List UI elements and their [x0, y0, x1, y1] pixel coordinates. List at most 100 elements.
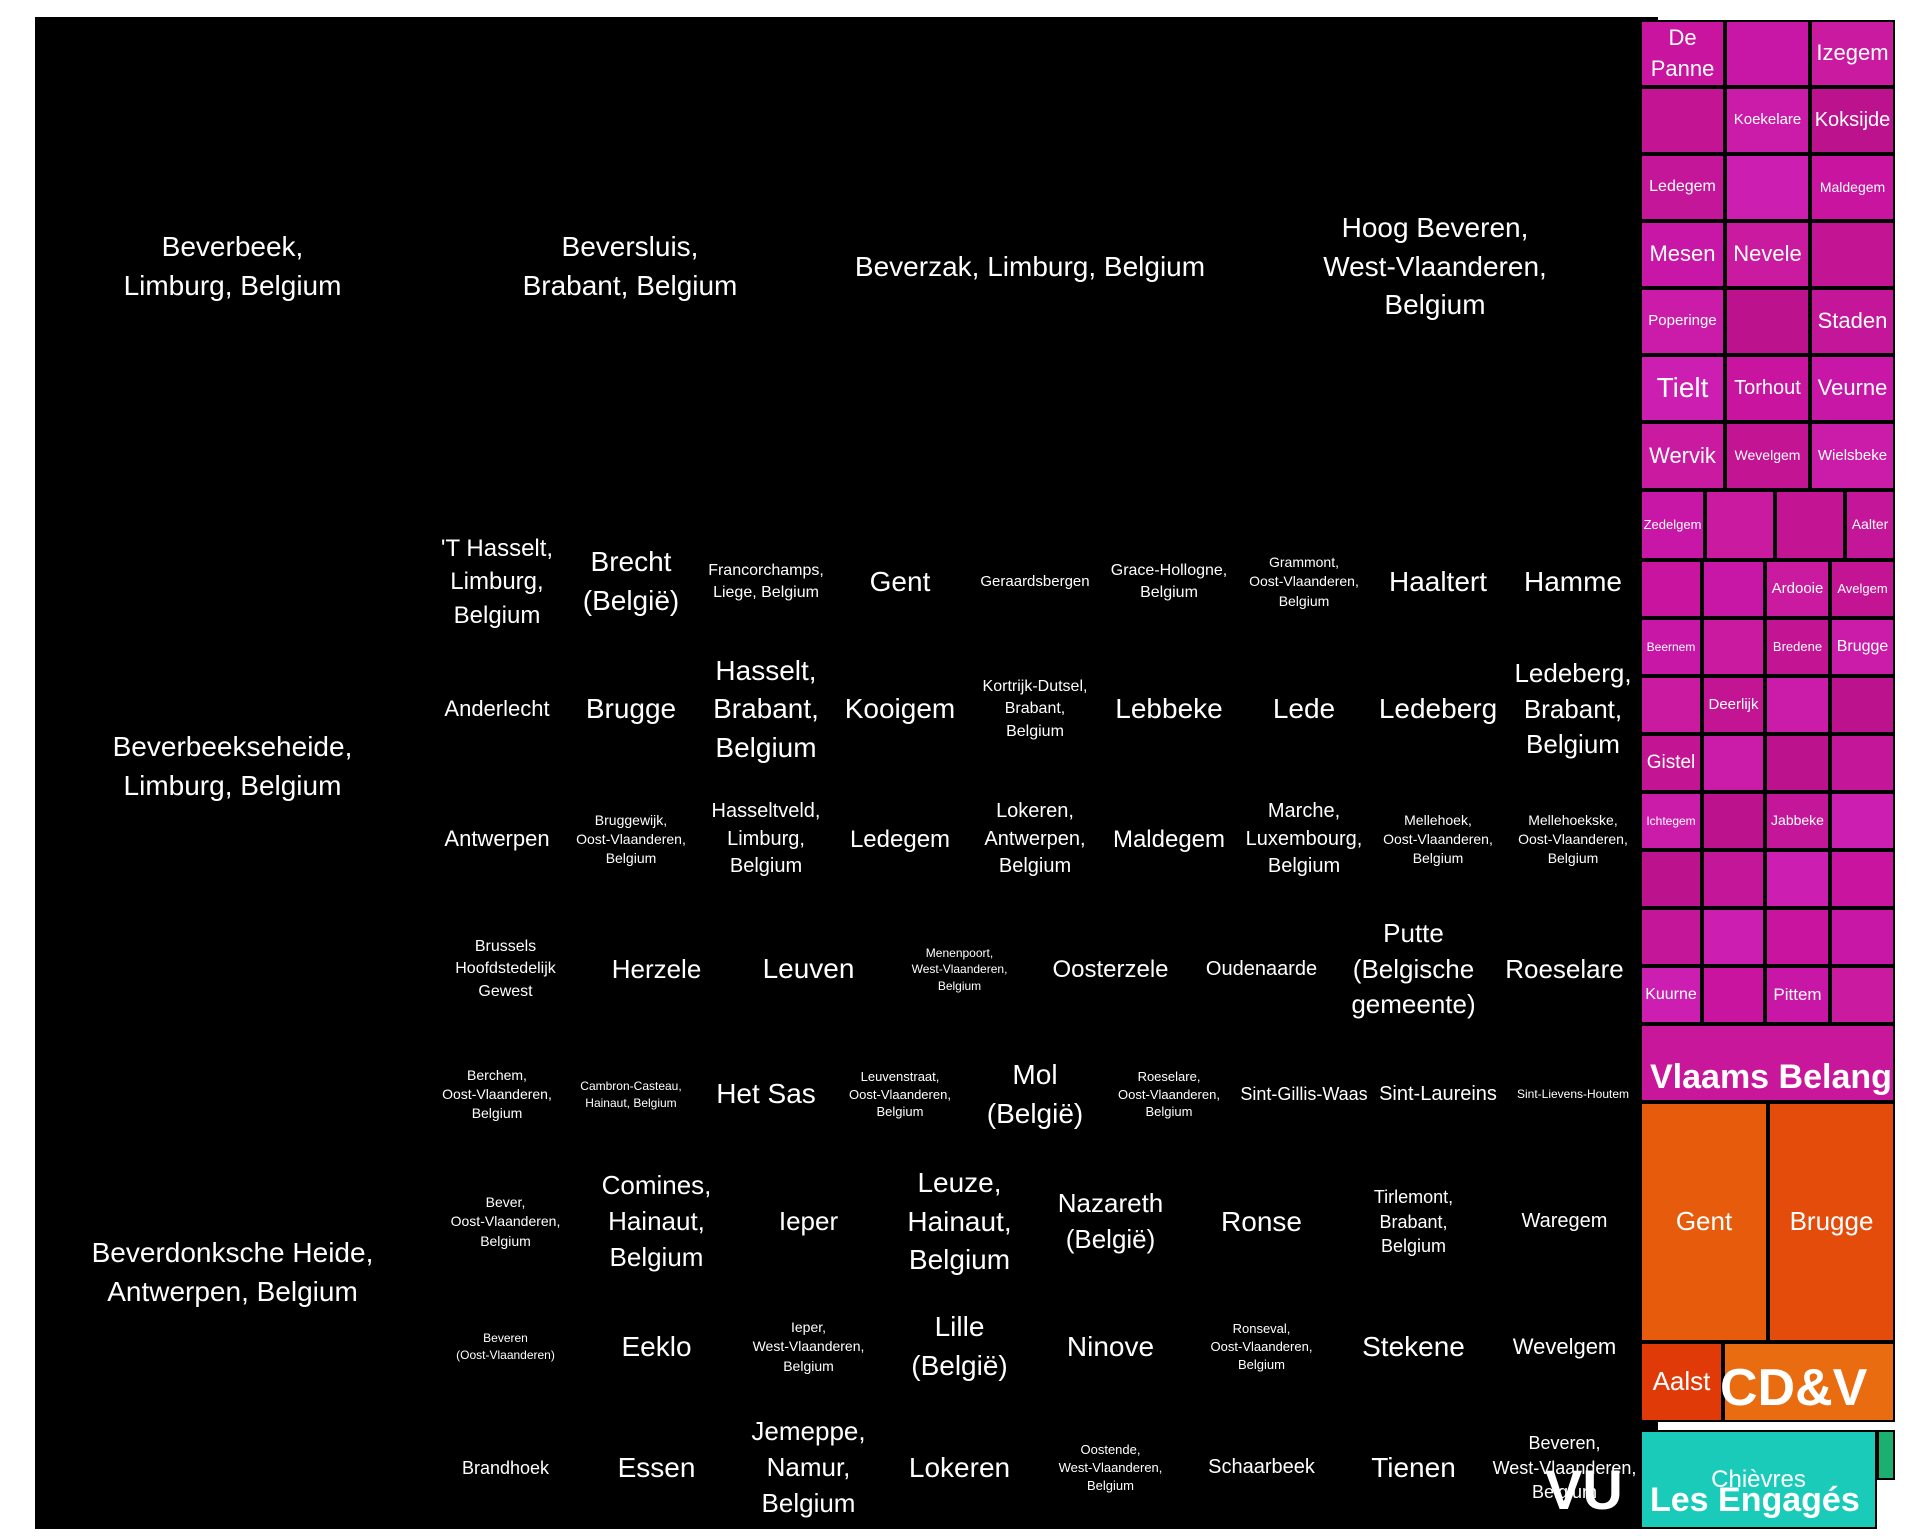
treemap-tile-maldegem[interactable]: Maldegem — [1810, 154, 1895, 221]
treemap-tile-unlabeled[interactable] — [1640, 560, 1702, 618]
treemap-tile-beernem[interactable]: Beernem — [1640, 618, 1702, 676]
treemap-tile-hamme[interactable]: Hamme — [1506, 517, 1640, 647]
treemap-tile-unlabeled[interactable] — [1725, 288, 1810, 355]
treemap-tile-brugge[interactable]: Brugge — [1768, 1102, 1895, 1342]
treemap-tile-tirlemont-brabant-belgium[interactable]: Tirlemont, Brabant, Belgium — [1338, 1157, 1489, 1287]
treemap-tile-unlabeled[interactable] — [1765, 734, 1830, 792]
treemap-tile-mesen[interactable]: Mesen — [1640, 221, 1725, 288]
treemap-tile-kooigem[interactable]: Kooigem — [833, 647, 967, 772]
treemap-tile-mol-belgi[interactable]: Mol (België) — [968, 1032, 1102, 1157]
treemap-tile-leuvenstraat-oost-vlaanderen-belgium[interactable]: Leuvenstraat, Oost-Vlaanderen, Belgium — [833, 1032, 967, 1157]
treemap-tile-bruggewijk-oost-vlaanderen-belgium[interactable]: Bruggewijk, Oost-Vlaanderen, Belgium — [564, 772, 698, 907]
treemap-tile-brecht-belgi[interactable]: Brecht (België) — [564, 517, 698, 647]
treemap-tile-unlabeled[interactable] — [1830, 734, 1895, 792]
treemap-tile-ieper[interactable]: Ieper — [733, 1157, 884, 1287]
treemap-tile-aalst[interactable]: Aalst — [1640, 1342, 1723, 1422]
treemap-tile-brugge[interactable]: Brugge — [564, 647, 698, 772]
treemap-tile-marche-luxembourg-belgium[interactable]: Marche, Luxembourg, Belgium — [1237, 772, 1371, 907]
treemap-tile-lokeren-antwerpen-belgium[interactable]: Lokeren, Antwerpen, Belgium — [968, 772, 1102, 907]
treemap-tile-lokeren[interactable]: Lokeren — [884, 1407, 1035, 1529]
treemap-tile-torhout[interactable]: Torhout — [1725, 355, 1810, 422]
treemap-tile-unlabeled[interactable] — [1702, 792, 1765, 850]
treemap-tile-unlabeled[interactable] — [1830, 966, 1895, 1024]
treemap-tile-beveren-west-vlaanderen-belgium[interactable]: Beveren, West-Vlaanderen, Belgium — [1489, 1407, 1640, 1529]
treemap-tile-beverbeekseheide-limburg-belgium[interactable]: Beverbeekseheide, Limburg, Belgium — [35, 517, 430, 1017]
treemap-tile-roeselare-oost-vlaanderen-belgium[interactable]: Roeselare, Oost-Vlaanderen, Belgium — [1102, 1032, 1236, 1157]
treemap-tile-hoog-beveren-west-vlaanderen-belgium[interactable]: Hoog Beveren, West-Vlaanderen, Belgium — [1230, 17, 1640, 517]
treemap-tile-unlabeled[interactable] — [1702, 850, 1765, 908]
treemap-tile-veurne[interactable]: Veurne — [1810, 355, 1895, 422]
treemap-tile-koekelare[interactable]: Koekelare — [1725, 87, 1810, 154]
treemap-tile-unlabeled[interactable] — [1702, 908, 1765, 966]
treemap-tile-unlabeled[interactable] — [1702, 734, 1765, 792]
treemap-tile-mellehoekske-oost-vlaanderen-belgium[interactable]: Mellehoekske, Oost-Vlaanderen, Belgium — [1506, 772, 1640, 907]
treemap-tile-jabbeke[interactable]: Jabbeke — [1765, 792, 1830, 850]
treemap-tile-antwerpen[interactable]: Antwerpen — [430, 772, 564, 907]
treemap-tile-brugge[interactable]: Brugge — [1830, 618, 1895, 676]
treemap-tile-unlabeled[interactable] — [1810, 221, 1895, 288]
treemap-tile-ronse[interactable]: Ronse — [1186, 1157, 1337, 1287]
treemap-tile-schaarbeek[interactable]: Schaarbeek — [1186, 1407, 1337, 1529]
treemap-tile-leuze-hainaut-belgium[interactable]: Leuze, Hainaut, Belgium — [884, 1157, 1035, 1287]
treemap-tile-waregem[interactable]: Waregem — [1489, 1157, 1640, 1287]
treemap-tile-gent[interactable]: Gent — [833, 517, 967, 647]
treemap-tile-unlabeled[interactable] — [1723, 1342, 1895, 1422]
treemap-tile-tienen[interactable]: Tienen — [1338, 1407, 1489, 1529]
treemap-tile-unlabeled[interactable] — [1765, 850, 1830, 908]
treemap-tile-unlabeled[interactable] — [1640, 850, 1702, 908]
treemap-tile-wervik[interactable]: Wervik — [1640, 422, 1725, 490]
treemap-tile-zedelgem[interactable]: Zedelgem — [1640, 490, 1705, 560]
treemap-tile-essen[interactable]: Essen — [581, 1407, 732, 1529]
treemap-tile-ledeberg-brabant-belgium[interactable]: Ledeberg, Brabant, Belgium — [1506, 647, 1640, 772]
treemap-tile-kuurne[interactable]: Kuurne — [1640, 966, 1702, 1024]
treemap-tile-grammont-oost-vlaanderen-belgium[interactable]: Grammont, Oost-Vlaanderen, Belgium — [1237, 517, 1371, 647]
treemap-tile-pittem[interactable]: Pittem — [1765, 966, 1830, 1024]
treemap-tile-unlabeled[interactable] — [1702, 618, 1765, 676]
treemap-tile-bredene[interactable]: Bredene — [1765, 618, 1830, 676]
treemap-tile-mellehoek-oost-vlaanderen-belgium[interactable]: Mellehoek, Oost-Vlaanderen, Belgium — [1371, 772, 1505, 907]
treemap-tile-herzele[interactable]: Herzele — [581, 907, 732, 1032]
treemap-tile-lebbeke[interactable]: Lebbeke — [1102, 647, 1236, 772]
treemap-tile-unlabeled[interactable] — [1725, 20, 1810, 87]
treemap-tile-ichtegem[interactable]: Ichtegem — [1640, 792, 1702, 850]
treemap-tile-sint-gillis-waas[interactable]: Sint-Gillis-Waas — [1237, 1032, 1371, 1157]
treemap-tile-eeklo[interactable]: Eeklo — [581, 1287, 732, 1407]
treemap-tile-wevelgem[interactable]: Wevelgem — [1725, 422, 1810, 490]
treemap-tile-staden[interactable]: Staden — [1810, 288, 1895, 355]
treemap-tile-bever-oost-vlaanderen-belgium[interactable]: Bever, Oost-Vlaanderen, Belgium — [430, 1157, 581, 1287]
treemap-tile-nazareth-belgi[interactable]: Nazareth (België) — [1035, 1157, 1186, 1287]
treemap-tile-nevele[interactable]: Nevele — [1725, 221, 1810, 288]
treemap-tile-unlabeled[interactable] — [1765, 908, 1830, 966]
treemap-tile-unlabeled[interactable] — [1640, 676, 1702, 734]
treemap-tile-unlabeled[interactable] — [1765, 676, 1830, 734]
treemap-tile-francorchamps-liege-belgium[interactable]: Francorchamps, Liege, Belgium — [699, 517, 833, 647]
treemap-tile-unlabeled[interactable] — [1702, 966, 1765, 1024]
treemap-tile-unlabeled[interactable] — [1725, 154, 1810, 221]
treemap-tile-ronseval-oost-vlaanderen-belgium[interactable]: Ronseval, Oost-Vlaanderen, Belgium — [1186, 1287, 1337, 1407]
treemap-tile-stekene[interactable]: Stekene — [1338, 1287, 1489, 1407]
treemap-tile-beveren-oost-vlaanderen[interactable]: Beveren (Oost-Vlaanderen) — [430, 1287, 581, 1407]
treemap-tile-ardooie[interactable]: Ardooie — [1765, 560, 1830, 618]
treemap-tile-leuven[interactable]: Leuven — [733, 907, 884, 1032]
treemap-tile-oudenaarde[interactable]: Oudenaarde — [1186, 907, 1337, 1032]
treemap-tile-ninove[interactable]: Ninove — [1035, 1287, 1186, 1407]
treemap-tile-izegem[interactable]: Izegem — [1810, 20, 1895, 87]
treemap-tile-unlabeled[interactable] — [1640, 908, 1702, 966]
treemap-tile-oosterzele[interactable]: Oosterzele — [1035, 907, 1186, 1032]
treemap-tile-cambron-casteau-hainaut-belgium[interactable]: Cambron-Casteau, Hainaut, Belgium — [564, 1032, 698, 1157]
treemap-tile-ledeberg[interactable]: Ledeberg — [1371, 647, 1505, 772]
treemap-tile-beverbeek-limburg-belgium[interactable]: Beverbeek, Limburg, Belgium — [35, 17, 430, 517]
treemap-tile-menenpoort-west-vlaanderen-belgium[interactable]: Menenpoort, West-Vlaanderen, Belgium — [884, 907, 1035, 1032]
treemap-tile-brandhoek[interactable]: Brandhoek — [430, 1407, 581, 1529]
treemap-tile-lede[interactable]: Lede — [1237, 647, 1371, 772]
treemap-tile-putte-belgische-gemeente[interactable]: Putte (Belgische gemeente) — [1338, 907, 1489, 1032]
treemap-tile-haaltert[interactable]: Haaltert — [1371, 517, 1505, 647]
treemap-tile-gent[interactable]: Gent — [1640, 1102, 1768, 1342]
treemap-tile-oostende-west-vlaanderen-belgium[interactable]: Oostende, West-Vlaanderen, Belgium — [1035, 1407, 1186, 1529]
treemap-tile-avelgem[interactable]: Avelgem — [1830, 560, 1895, 618]
treemap-tile-gistel[interactable]: Gistel — [1640, 734, 1702, 792]
treemap-tile-ledegem[interactable]: Ledegem — [1640, 154, 1725, 221]
treemap-tile-jemeppe-namur-belgium[interactable]: Jemeppe, Namur, Belgium — [733, 1407, 884, 1529]
treemap-tile-berchem-oost-vlaanderen-belgium[interactable]: Berchem, Oost-Vlaanderen, Belgium — [430, 1032, 564, 1157]
treemap-tile-hasselt-brabant-belgium[interactable]: Hasselt, Brabant, Belgium — [699, 647, 833, 772]
